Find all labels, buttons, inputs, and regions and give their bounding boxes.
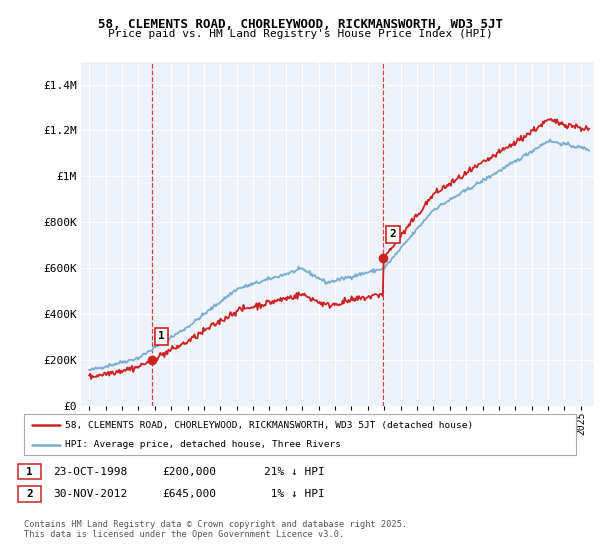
Text: 58, CLEMENTS ROAD, CHORLEYWOOD, RICKMANSWORTH, WD3 5JT (detached house): 58, CLEMENTS ROAD, CHORLEYWOOD, RICKMANS… xyxy=(65,421,473,430)
Text: 1: 1 xyxy=(158,332,165,342)
Text: HPI: Average price, detached house, Three Rivers: HPI: Average price, detached house, Thre… xyxy=(65,440,341,449)
Text: 1: 1 xyxy=(26,466,33,477)
Text: Price paid vs. HM Land Registry's House Price Index (HPI): Price paid vs. HM Land Registry's House … xyxy=(107,29,493,39)
Text: 2: 2 xyxy=(26,489,33,499)
Text: 30-NOV-2012: 30-NOV-2012 xyxy=(53,489,127,499)
Text: 23-OCT-1998: 23-OCT-1998 xyxy=(53,466,127,477)
Text: £200,000: £200,000 xyxy=(162,466,216,477)
Text: 58, CLEMENTS ROAD, CHORLEYWOOD, RICKMANSWORTH, WD3 5JT: 58, CLEMENTS ROAD, CHORLEYWOOD, RICKMANS… xyxy=(97,18,503,31)
Text: 21% ↓ HPI: 21% ↓ HPI xyxy=(264,466,325,477)
Text: 2: 2 xyxy=(389,229,396,239)
Text: £645,000: £645,000 xyxy=(162,489,216,499)
Text: Contains HM Land Registry data © Crown copyright and database right 2025.
This d: Contains HM Land Registry data © Crown c… xyxy=(24,520,407,539)
Text: 1% ↓ HPI: 1% ↓ HPI xyxy=(264,489,325,499)
